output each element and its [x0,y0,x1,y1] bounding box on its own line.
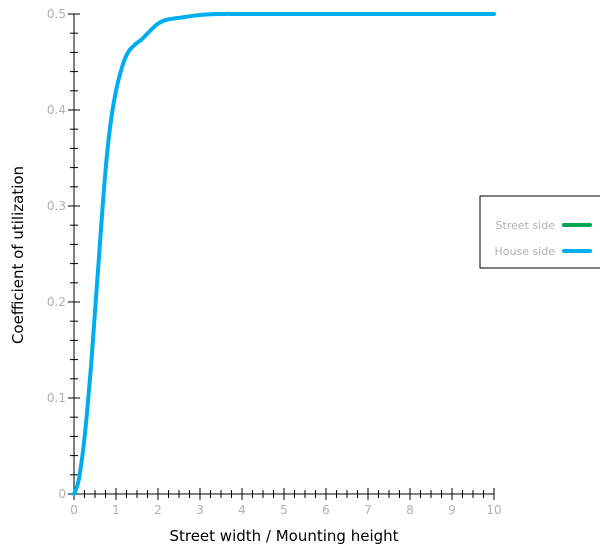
x-tick-label: 3 [196,503,204,517]
ticks: 0 1 2 3 4 5 6 7 8 9 10 0 0.1 0.2 0.3 0.4 0.5 [47,7,502,517]
y-tick-label: 0.3 [47,199,66,213]
y-tick-label: 0.2 [47,295,66,309]
x-tick-label: 7 [364,503,372,517]
legend-label-street-side: Street side [496,219,556,232]
x-tick-label: 9 [448,503,456,517]
y-tick-label: 0 [58,487,66,501]
x-axis-title: Street width / Mounting height [169,527,398,545]
legend-box [479,195,600,269]
x-tick-label: 5 [280,503,288,517]
x-tick-label: 4 [238,503,246,517]
axes [73,14,494,495]
y-tick-label: 0.1 [47,391,66,405]
y-axis-title: Coefficient of utilization [9,166,27,344]
legend-label-house-side: House side [494,245,555,258]
x-tick-label: 8 [406,503,414,517]
x-tick-label: 1 [112,503,120,517]
y-tick-label: 0.4 [47,103,66,117]
y-tick-label: 0.5 [47,7,66,21]
series-line-house-side [72,11,496,496]
x-tick-label: 10 [486,503,501,517]
x-tick-label: 2 [154,503,162,517]
legend: Street side House side [479,195,600,269]
x-tick-label: 0 [70,503,78,517]
series-lines [72,11,496,496]
x-tick-label: 6 [322,503,330,517]
